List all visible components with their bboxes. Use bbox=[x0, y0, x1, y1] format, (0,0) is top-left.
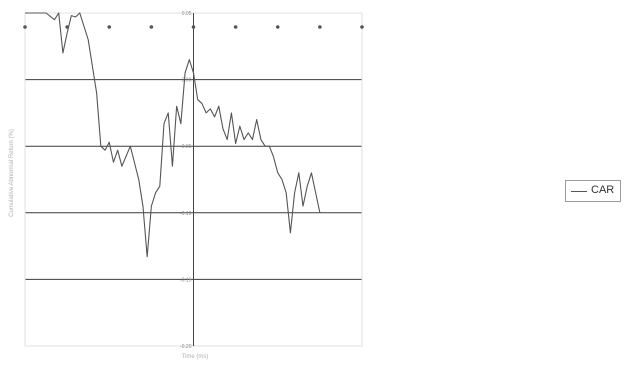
x-tick-mark bbox=[107, 25, 112, 29]
x-tick-mark bbox=[149, 25, 154, 29]
x-tick-mark bbox=[191, 25, 196, 29]
y-tick-label: -0.15 bbox=[180, 277, 192, 283]
x-axis-title: Time (ms) bbox=[181, 354, 209, 360]
x-tick-mark bbox=[360, 25, 364, 29]
legend-swatch-car bbox=[571, 191, 587, 192]
series-line-car bbox=[25, 12, 321, 258]
x-tick-mark bbox=[233, 25, 238, 29]
y-axis-title: Cumulative Abnormal Return (%) bbox=[9, 129, 15, 217]
y-tick-label: -0.10 bbox=[180, 211, 192, 217]
series-lines bbox=[25, 12, 321, 258]
legend: CAR bbox=[565, 180, 621, 202]
y-tick-label: 0.00 bbox=[182, 78, 192, 84]
legend-label-car: CAR bbox=[591, 184, 615, 196]
x-tick-mark bbox=[23, 25, 27, 29]
x-tick-mark bbox=[275, 25, 280, 29]
x-tick-mark bbox=[318, 25, 322, 29]
y-tick-label: -0.05 bbox=[180, 144, 192, 150]
y-tick-label: -0.20 bbox=[180, 344, 192, 350]
axes bbox=[23, 12, 364, 347]
y-tick-label: 0.05 bbox=[182, 11, 192, 17]
tick-labels: 0.05 0.00 -0.05 -0.10 -0.15 -0.20 bbox=[180, 11, 192, 350]
